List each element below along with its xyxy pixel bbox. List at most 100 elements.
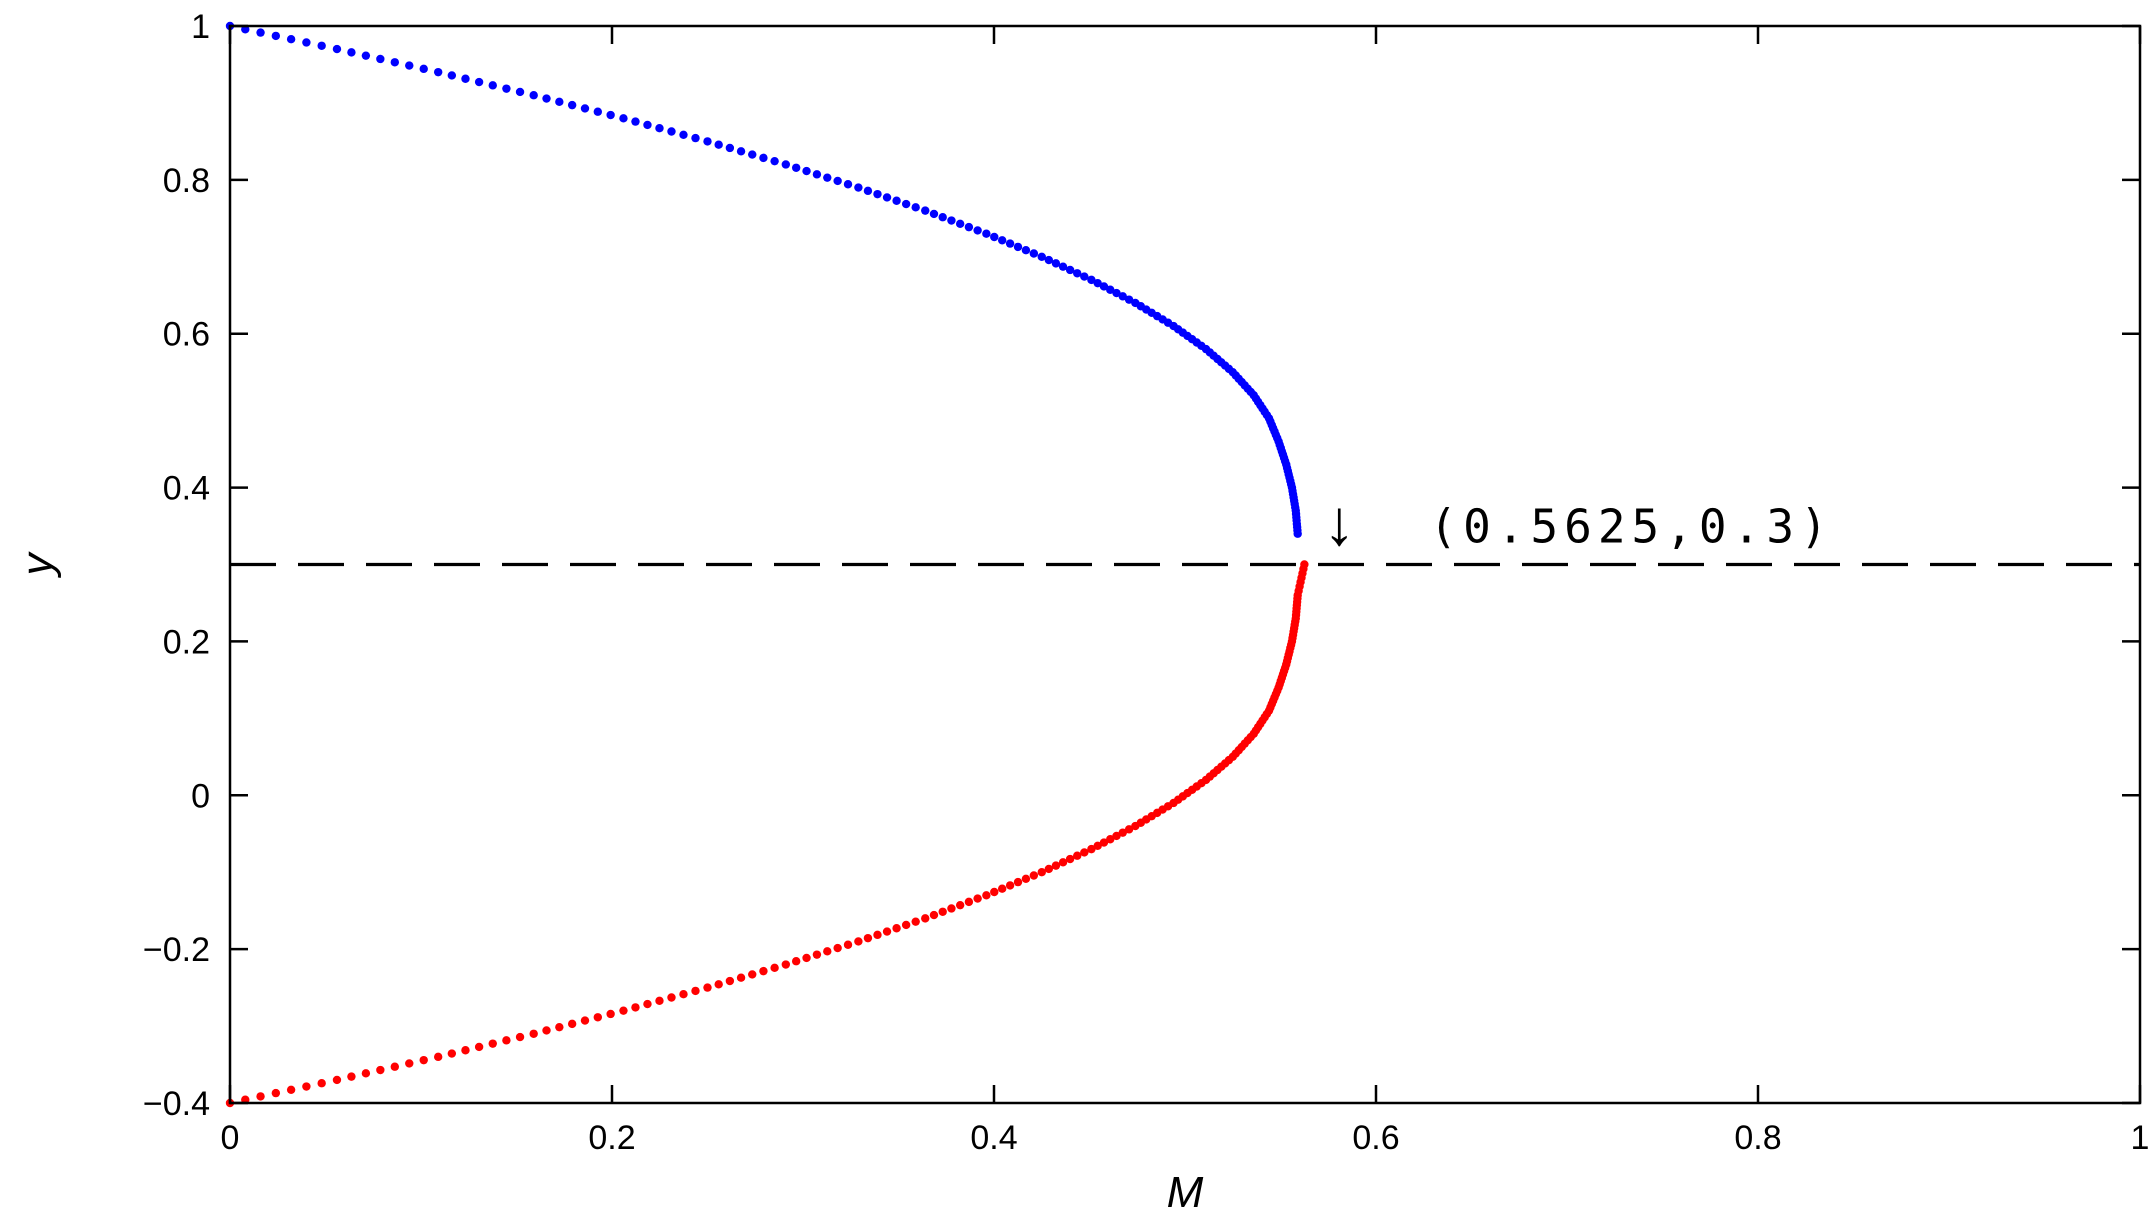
- data-point: [390, 58, 400, 67]
- data-point: [873, 189, 882, 199]
- data-point: [1005, 881, 1015, 890]
- data-point: [748, 150, 757, 159]
- data-point: [714, 140, 723, 149]
- data-point: [863, 933, 873, 943]
- data-point: [1021, 874, 1031, 884]
- data-point: [643, 120, 652, 130]
- data-point: [955, 219, 965, 229]
- data-point: [748, 970, 757, 979]
- data-point: [854, 937, 863, 946]
- data-point: [529, 91, 538, 100]
- data-point: [833, 943, 842, 953]
- x-tick-label: 1: [2131, 1119, 2150, 1157]
- data-point: [770, 963, 779, 973]
- y-tick-label: 0.8: [163, 162, 210, 200]
- data-point: [542, 1026, 551, 1035]
- data-point: [405, 1059, 414, 1068]
- data-point: [1112, 288, 1121, 298]
- data-point: [947, 904, 956, 913]
- label-layer: M y ↓ (0.5625,0.3): [13, 487, 1828, 1218]
- data-point: [1065, 854, 1075, 864]
- data-point: [691, 133, 700, 143]
- y-tick-label: −0.4: [143, 1085, 210, 1123]
- data-point: [361, 51, 371, 60]
- data-point: [619, 1006, 628, 1015]
- data-point: [593, 1013, 603, 1022]
- annotation-arrow-icon: ↓: [1323, 487, 1355, 559]
- data-point: [1093, 841, 1102, 851]
- data-point: [691, 986, 700, 996]
- data-point: [347, 48, 356, 57]
- data-point: [286, 1085, 296, 1095]
- data-point: [812, 950, 822, 959]
- data-point: [542, 94, 551, 103]
- data-point: [488, 1039, 497, 1048]
- y-axis-label: y: [13, 551, 62, 579]
- data-point: [1058, 262, 1068, 271]
- data-point: [1051, 861, 1061, 870]
- data-point: [1037, 252, 1046, 261]
- data-point: [580, 1016, 590, 1025]
- data-point: [791, 957, 801, 966]
- data-point: [863, 186, 873, 196]
- data-point: [781, 960, 791, 969]
- data-point: [973, 226, 982, 235]
- data-point: [332, 1075, 342, 1085]
- data-point: [873, 930, 882, 940]
- data-point: [529, 1029, 538, 1038]
- data-point: [447, 71, 457, 80]
- data-point: [843, 940, 853, 949]
- data-point: [679, 990, 688, 999]
- data-point: [1093, 278, 1102, 288]
- x-tick-label: 0: [221, 1119, 240, 1157]
- x-tick-label: 0.4: [970, 1119, 1017, 1157]
- y-tick-label: 0: [191, 777, 210, 815]
- data-point: [1044, 864, 1054, 874]
- data-point: [982, 891, 991, 900]
- data-point: [990, 887, 999, 897]
- data-point: [461, 74, 470, 83]
- data-point: [854, 183, 863, 192]
- data-point: [1021, 245, 1031, 255]
- data-point: [376, 54, 385, 64]
- data-point: [433, 67, 443, 77]
- data-point: [1073, 269, 1082, 278]
- data-point: [997, 236, 1007, 245]
- data-point: [725, 143, 735, 153]
- y-tick-label: 1: [191, 8, 210, 46]
- data-point: [921, 206, 930, 215]
- data-point: [759, 966, 768, 976]
- data-point: [1099, 282, 1109, 291]
- series-layer: [225, 21, 1309, 1108]
- data-point: [419, 1055, 428, 1065]
- data-point: [947, 216, 956, 225]
- data-point: [390, 1062, 400, 1071]
- data-point: [1106, 835, 1115, 844]
- data-point: [929, 209, 939, 219]
- data-point: [419, 64, 428, 74]
- data-point: [1087, 844, 1096, 854]
- data-point: [667, 993, 676, 1002]
- plot-frame: [228, 24, 2142, 1105]
- x-axis-label: M: [1167, 1168, 1204, 1217]
- data-point: [770, 156, 779, 166]
- data-point: [1099, 838, 1109, 847]
- data-point: [347, 1072, 356, 1081]
- data-point: [1073, 851, 1082, 860]
- data-point: [619, 114, 628, 123]
- data-point: [823, 173, 832, 182]
- data-point: [812, 170, 822, 179]
- tick-layer: 0 0.2 0.4 0.6 0.8 1 −0.4 −0.2 0 0.2 0.4 0.6 0.8 1: [143, 8, 2150, 1157]
- data-point: [555, 97, 564, 107]
- data-point: [317, 1079, 326, 1088]
- data-point: [843, 180, 853, 189]
- data-point: [833, 176, 842, 186]
- data-point: [433, 1052, 443, 1062]
- data-point: [921, 914, 930, 923]
- data-point: [791, 163, 801, 172]
- data-point: [488, 81, 497, 90]
- data-point: [964, 897, 974, 907]
- data-point: [580, 104, 590, 113]
